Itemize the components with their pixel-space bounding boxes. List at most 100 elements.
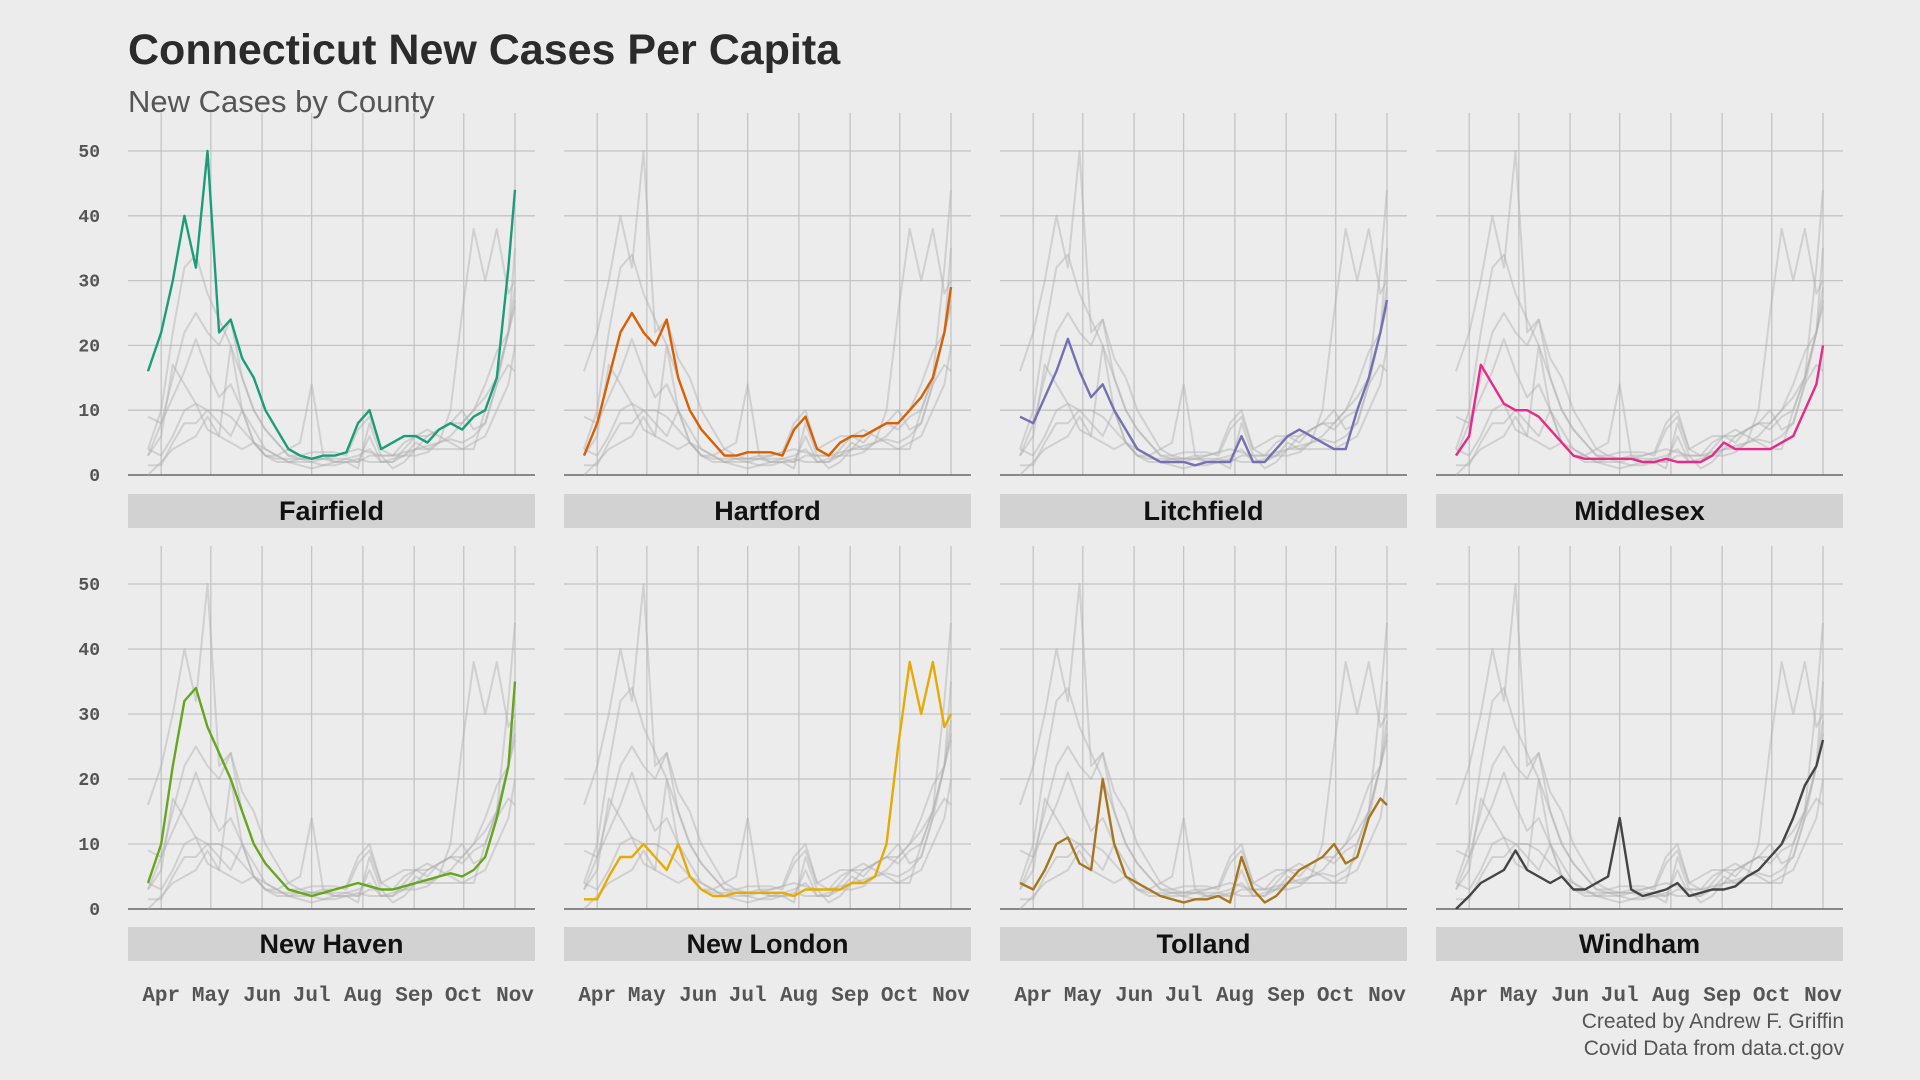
panel-middlesex: Middlesex [1436,113,1843,528]
caption-credit: Created by Andrew F. Griffin [1581,1010,1844,1033]
x-tick-label: Nov [1804,985,1842,1008]
x-tick-label: Jul [1601,985,1639,1008]
ghost-series-line [583,248,952,463]
ghost-series-line [1019,583,1388,894]
ghost-series-line [1455,681,1824,897]
ghost-series-line [583,299,952,467]
ghost-series-line [583,345,952,463]
ghost-series-line [147,345,516,463]
x-tick-label: May [192,985,230,1008]
ghost-series-line [583,344,952,470]
ghost-series-line [1019,344,1388,470]
series-line-litchfield [1019,299,1389,467]
ghost-series-line [147,733,516,901]
ghost-series-line [583,681,952,897]
facet-label: Tolland [1157,929,1251,959]
ghost-series-line [147,739,516,910]
x-tick-label: May [1500,985,1538,1008]
ghost-series-line [1456,227,1824,467]
y-tick-label: 30 [78,706,100,726]
y-tick-label: 50 [78,143,100,163]
ghost-series-line [148,661,516,901]
ghost-series-line [1455,778,1824,897]
x-tick-label: Apr [1450,985,1488,1008]
x-tick-label: Aug [344,985,382,1008]
x-tick-label: Jun [679,985,717,1008]
y-tick-label: 30 [78,273,100,293]
facet-strip [1000,494,1407,528]
y-tick-label: 10 [78,836,100,856]
ghost-series-line [1019,286,1388,457]
y-tick-label: 40 [78,208,100,228]
x-tick-label: Oct [1753,985,1791,1008]
chart-title: Connecticut New Cases Per Capita [128,26,841,74]
facet-strip [1436,927,1843,961]
facet-strip [564,494,971,528]
series-line-tolland [1019,777,1388,904]
ghost-series-line [1455,248,1824,463]
facet-label: New London [687,929,849,959]
ghost-series-line [583,150,952,460]
series-line-fairfield [146,149,517,460]
x-tick-label: Aug [1652,985,1690,1008]
x-tick-label: Sep [831,985,869,1008]
ghost-series-line [1456,661,1824,901]
x-tick-label: Apr [1014,985,1052,1008]
ghost-series-line [147,778,516,897]
ghost-series-line [147,344,516,470]
ghost-series-line [147,778,516,904]
x-tick-label: Jun [1551,985,1589,1008]
x-tick-label: May [1064,985,1102,1008]
y-tick-label: 0 [89,901,100,921]
ghost-series-line [583,778,952,904]
ghost-series-line [1019,733,1388,901]
ghost-series-line [1020,661,1388,901]
ghost-series-line [147,299,516,467]
x-tick-label: Sep [1703,985,1741,1008]
facet-strip [1000,927,1407,961]
x-tick-label: Aug [780,985,818,1008]
facet-label: Litchfield [1144,496,1264,526]
facet-strip [1436,494,1843,528]
y-tick-label: 0 [89,467,100,487]
ghost-series-line [583,306,952,476]
y-tick-label: 40 [78,641,100,661]
x-tick-label: Jul [1165,985,1203,1008]
y-tick-label: 20 [78,771,100,791]
x-tick-label: Oct [881,985,919,1008]
ghost-series-line [147,720,516,891]
ghost-series-line [584,227,952,467]
ghost-series-line [147,286,516,457]
facet-label: Middlesex [1574,496,1705,526]
ghost-series-line [1019,345,1388,463]
ghost-series-line [148,227,516,467]
x-tick-label: Oct [1317,985,1355,1008]
x-tick-label: Jul [729,985,767,1008]
caption-source: Covid Data from data.ct.gov [1583,1037,1844,1060]
series-line-middlesex [1455,345,1825,464]
series-line-windham [1455,739,1825,910]
ghost-series-line [1019,150,1388,460]
chart-subtitle: New Cases by County [128,84,435,119]
ghost-series-line [1455,720,1824,891]
panel-hartford: Hartford [564,113,971,528]
x-tick-label: Aug [1216,985,1254,1008]
x-tick-label: Nov [1368,985,1406,1008]
panel-tolland: Tolland Apr May Jun Jul Aug Sep Oct Nov [1000,546,1407,1008]
series-line-new-haven [146,681,517,898]
x-tick-label: Sep [1267,985,1305,1008]
facet-label: Hartford [714,496,821,526]
x-tick-label: Nov [496,985,534,1008]
x-tick-label: Jun [1115,985,1153,1008]
x-tick-label: Nov [932,985,970,1008]
panel-new-london: New London Apr May Jun Jul Aug Sep Oct Nov [564,546,971,1008]
y-tick-label: 50 [78,576,100,596]
ghost-series-line [1455,150,1824,460]
ghost-series-line [1020,227,1388,467]
facet-label: Windham [1579,929,1700,959]
y-tick-label: 20 [78,337,100,357]
facet-label: New Haven [259,929,403,959]
ghost-series-line [1455,778,1824,904]
